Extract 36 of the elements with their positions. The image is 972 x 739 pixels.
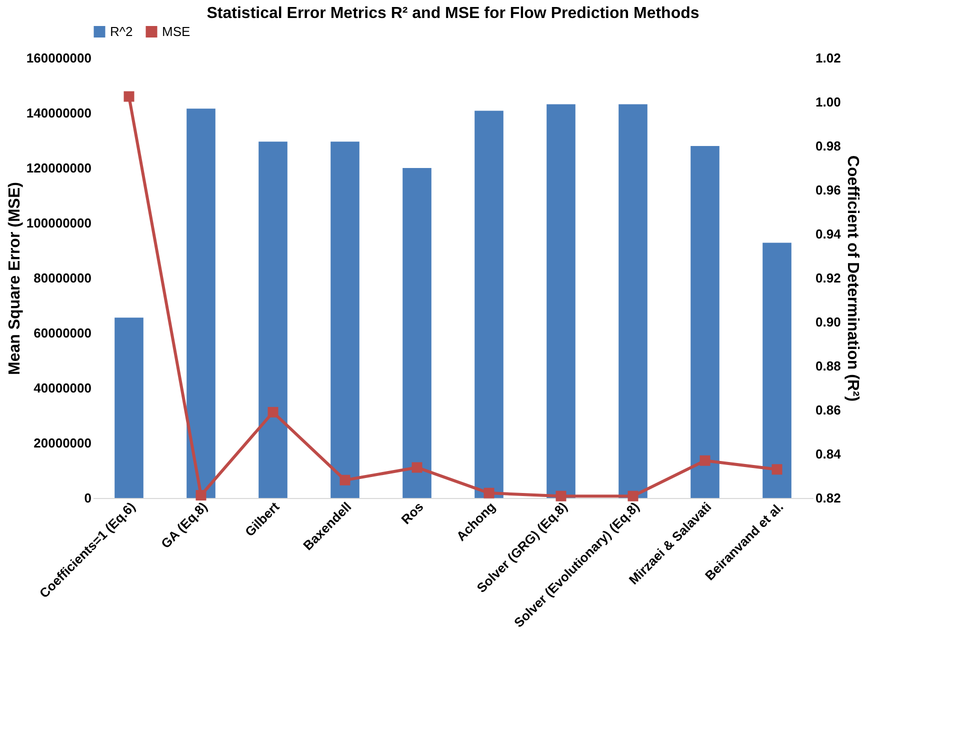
point — [556, 490, 566, 502]
legend-label: MSE — [162, 24, 190, 39]
y2-tick-label: 0.92 — [816, 270, 841, 286]
point — [772, 464, 782, 475]
y2-tick-label: 1.02 — [816, 50, 841, 66]
y2-tick-label: 0.96 — [816, 182, 841, 198]
y2-tick-label: 0.84 — [816, 446, 842, 462]
point — [412, 462, 422, 473]
point — [340, 474, 350, 486]
point — [196, 490, 206, 500]
legend-label: R^2 — [110, 24, 133, 39]
point — [700, 455, 710, 466]
y-tick-label: 100000000 — [26, 216, 92, 230]
y2-tick-label: 0.86 — [816, 402, 841, 418]
point — [124, 91, 134, 102]
y-tick-label: 20000000 — [34, 436, 92, 450]
y-tick-label: 140000000 — [26, 106, 92, 120]
y2-tick-label: 0.88 — [816, 358, 841, 374]
y2-tick-label: 0.90 — [816, 314, 841, 330]
y-tick-label: 60000000 — [34, 326, 92, 340]
y-tick-label: 160000000 — [26, 50, 92, 66]
y2-axis-title: Coefficient of Determination (R²) — [844, 155, 861, 402]
y-tick-label: 80000000 — [34, 270, 92, 286]
chart-title: Statistical Error Metrics R² and MSE for Flow Prediction Methods — [206, 5, 700, 22]
x-tick-label: Ros — [398, 499, 426, 528]
y-tick-label: 120000000 — [26, 160, 92, 176]
y2-tick-label: 0.82 — [816, 490, 841, 506]
point — [268, 406, 278, 418]
y2-tick-label: 0.94 — [816, 226, 842, 242]
point — [628, 490, 638, 502]
point — [484, 488, 494, 498]
y2-tick-label: 1.00 — [816, 94, 841, 110]
y-tick-label: 40000000 — [34, 380, 92, 396]
y2-tick-label: 0.98 — [816, 138, 841, 154]
y-tick-label: 0 — [84, 490, 92, 506]
y-axis-title: Mean Square Error (MSE) — [6, 182, 24, 375]
